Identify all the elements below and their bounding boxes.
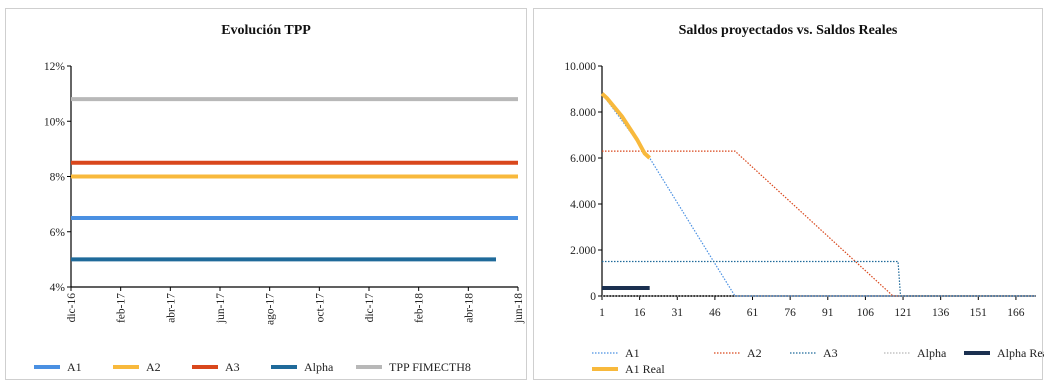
x-tick-label: 151 (970, 307, 988, 319)
y-tick-label: 2.000 (570, 245, 596, 257)
x-tick-label: 46 (709, 307, 721, 319)
x-tick-label: feb-18 (414, 293, 426, 323)
legend-label: A3 (225, 360, 240, 374)
x-tick-label: dic-17 (364, 293, 376, 323)
legend-label: A2 (747, 346, 762, 360)
legend-label: A3 (823, 346, 838, 360)
x-tick-label: 121 (894, 307, 912, 319)
x-tick-label: oct-17 (314, 293, 326, 323)
y-tick-label: 12% (44, 61, 66, 73)
x-tick-label: abr-17 (165, 293, 177, 323)
chart-title: Saldos proyectados vs. Saldos Reales (678, 23, 898, 38)
y-tick-label: 10% (44, 116, 66, 128)
x-tick-label: dic-16 (66, 293, 78, 323)
x-tick-label: 166 (1007, 307, 1025, 319)
y-tick-label: 10.000 (564, 61, 596, 73)
y-tick-label: 4.000 (570, 199, 596, 211)
x-tick-label: 1 (599, 307, 605, 319)
x-tick-label: jun-18 (513, 293, 525, 324)
x-tick-label: 76 (784, 307, 796, 319)
legend-label: Alpha (304, 360, 334, 374)
x-tick-label: 16 (634, 307, 646, 319)
chart-title: Evolución TPP (221, 23, 311, 38)
series-line-a1-real (600, 92, 652, 160)
x-tick-label: 61 (747, 307, 759, 319)
x-tick-label: 136 (932, 307, 950, 319)
tpp-chart-panel: Evolución TPP 4% 6% 8% 10% 12% dic-16 feb-17 ab… (5, 8, 527, 380)
legend-label: TPP FIMECTH8 (389, 360, 471, 374)
x-tick-label: feb-17 (116, 293, 128, 323)
x-tick-label: abr-18 (463, 293, 475, 323)
x-tick-label: 31 (672, 307, 684, 319)
saldos-chart-panel: Saldos proyectados vs. Saldos Reales 0 2.… (533, 8, 1044, 380)
y-tick-label: 4% (50, 282, 66, 294)
series-line-a2 (602, 150, 1036, 297)
legend-label: Alpha (917, 346, 947, 360)
legend-label: A1 Real (625, 362, 665, 376)
y-tick-label: 8% (50, 172, 66, 184)
x-tick-label: 91 (822, 307, 834, 319)
legend-label: A1 (67, 360, 82, 374)
series-line-a3 (602, 260, 1036, 297)
x-tick-label: 106 (857, 307, 875, 319)
x-tick-label: jun-17 (215, 293, 227, 324)
saldos-chart: 0 2.000 4.000 6.000 8.000 10.000 1 16 31 46 61 76 91… (564, 61, 1044, 376)
y-tick-label: 6.000 (570, 153, 596, 165)
x-tick-label: ago-17 (265, 293, 277, 325)
y-tick-label: 6% (50, 227, 66, 239)
legend-label: Alpha Real (997, 346, 1044, 360)
y-tick-label: 8.000 (570, 107, 596, 119)
legend-label: A2 (146, 360, 161, 374)
legend-label: A1 (625, 346, 640, 360)
tpp-chart: 4% 6% 8% 10% 12% dic-16 feb-17 abr-17 jun-17 ago-… (34, 61, 525, 374)
series-line-a1 (601, 93, 1036, 297)
y-tick-label: 0 (590, 291, 596, 303)
